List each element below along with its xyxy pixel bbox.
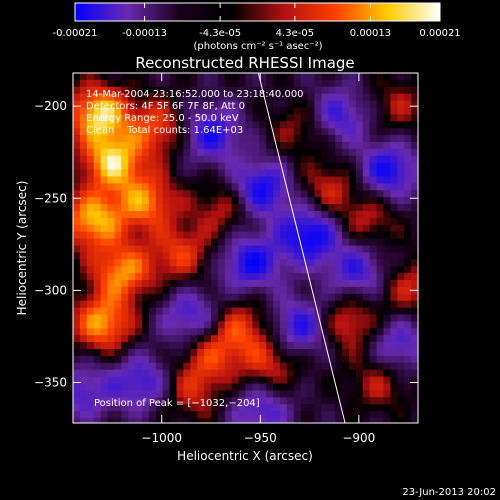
x-axis-label: Heliocentric X (arcsec) — [177, 449, 313, 463]
colorbar-tick-label: 0.00013 — [350, 28, 391, 39]
y-tick-label: −300 — [34, 283, 67, 297]
footer-timestamp: 23-Jun-2013 20:02 — [402, 487, 496, 498]
y-axis: −200 −250 −300 −350 — [34, 99, 418, 389]
solar-limb-line — [257, 73, 346, 423]
colorbar-tick-label: -0.00021 — [53, 28, 98, 39]
y-axis-label: Heliocentric Y (arcsec) — [15, 181, 29, 316]
y-tick-label: −250 — [34, 191, 67, 205]
info-detectors: Detectors: 4F 5F 6F 7F 8F, Att 0 — [86, 101, 245, 112]
colorbar-tick-label: 4.3e-05 — [276, 28, 314, 39]
info-energy-range: Energy Range: 25.0 - 50.0 keV — [86, 113, 239, 124]
y-tick-label: −350 — [34, 375, 67, 389]
image-info-overlay: 14-Mar-2004 23:16:52.000 to 23:18:40.000… — [86, 89, 304, 136]
colorbar-units: (photons cm⁻² s⁻¹ asec⁻²) — [193, 41, 322, 52]
colorbar — [74, 2, 441, 22]
x-tick-label: −900 — [342, 431, 375, 445]
y-tick-label: −200 — [34, 99, 67, 113]
x-tick-label: −950 — [244, 431, 277, 445]
plot-frame — [72, 72, 419, 424]
x-axis: −1000 −950 −900 — [141, 73, 375, 445]
colorbar-tick-label: -0.00013 — [122, 28, 167, 39]
colorbar-tick-label: 0.00021 — [419, 28, 460, 39]
heatmap-image — [73, 73, 418, 423]
info-time-range: 14-Mar-2004 23:16:52.000 to 23:18:40.000 — [86, 89, 304, 100]
peak-position-label: Position of Peak = [−1032,−204] — [94, 398, 260, 409]
colorbar-ticks: -0.00021 -0.00013 -4.3e-05 4.3e-05 0.00013 0.… — [53, 3, 461, 39]
x-tick-label: −1000 — [141, 431, 182, 445]
colorbar-tick-label: -4.3e-05 — [199, 28, 241, 39]
chart-title: Reconstructed RHESSI Image — [135, 54, 354, 72]
info-clean-counts: Clean Total counts: 1.64E+03 — [86, 125, 243, 136]
